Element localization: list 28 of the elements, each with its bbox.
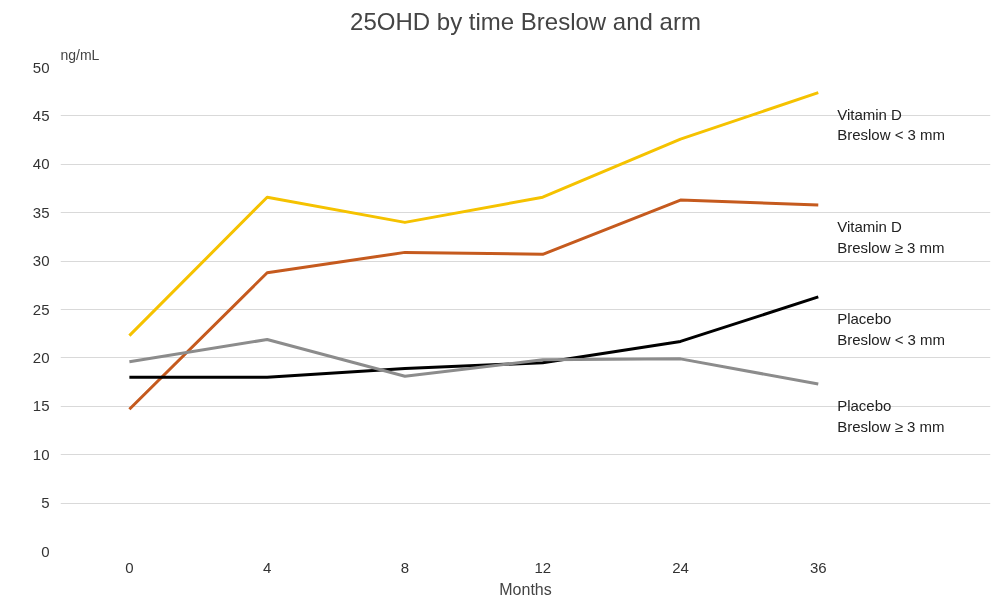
series-label: Placebo Breslow ≥ 3 mm [837, 397, 945, 435]
series-label: Vitamin D Breslow < 3 mm [837, 105, 946, 144]
chart-title: 25OHD by time Breslow and arm [350, 7, 701, 35]
x-tick-label: 36 [809, 558, 827, 576]
y-axis-title: ng/mL [60, 46, 100, 63]
y-tick-label: 0 [41, 542, 50, 560]
x-tick-label: 12 [534, 558, 552, 576]
series-label: Vitamin D Breslow ≥ 3 mm [837, 218, 945, 256]
x-axis-title: Months [499, 580, 552, 598]
y-tick-label: 40 [32, 155, 50, 173]
x-tick-label: 24 [672, 558, 689, 576]
series-label: Placebo Breslow < 3 mm [837, 310, 946, 348]
x-tick-label: 4 [263, 558, 272, 576]
y-tick-label: 5 [41, 494, 50, 512]
y-tick-label: 15 [32, 397, 50, 415]
y-tick-label: 50 [32, 58, 50, 76]
y-tick-label: 10 [32, 445, 50, 463]
line-series [127, 295, 820, 379]
x-tick-label: 8 [400, 558, 410, 576]
y-tick-label: 30 [32, 252, 50, 270]
y-tick-label: 20 [32, 348, 50, 366]
line-series [127, 198, 820, 411]
y-tick-label: 45 [32, 106, 50, 124]
y-tick-label: 35 [32, 203, 50, 221]
line-series [127, 338, 820, 386]
line-series [127, 91, 820, 338]
x-tick-label: 0 [125, 558, 134, 576]
y-tick-label: 25 [32, 300, 50, 318]
